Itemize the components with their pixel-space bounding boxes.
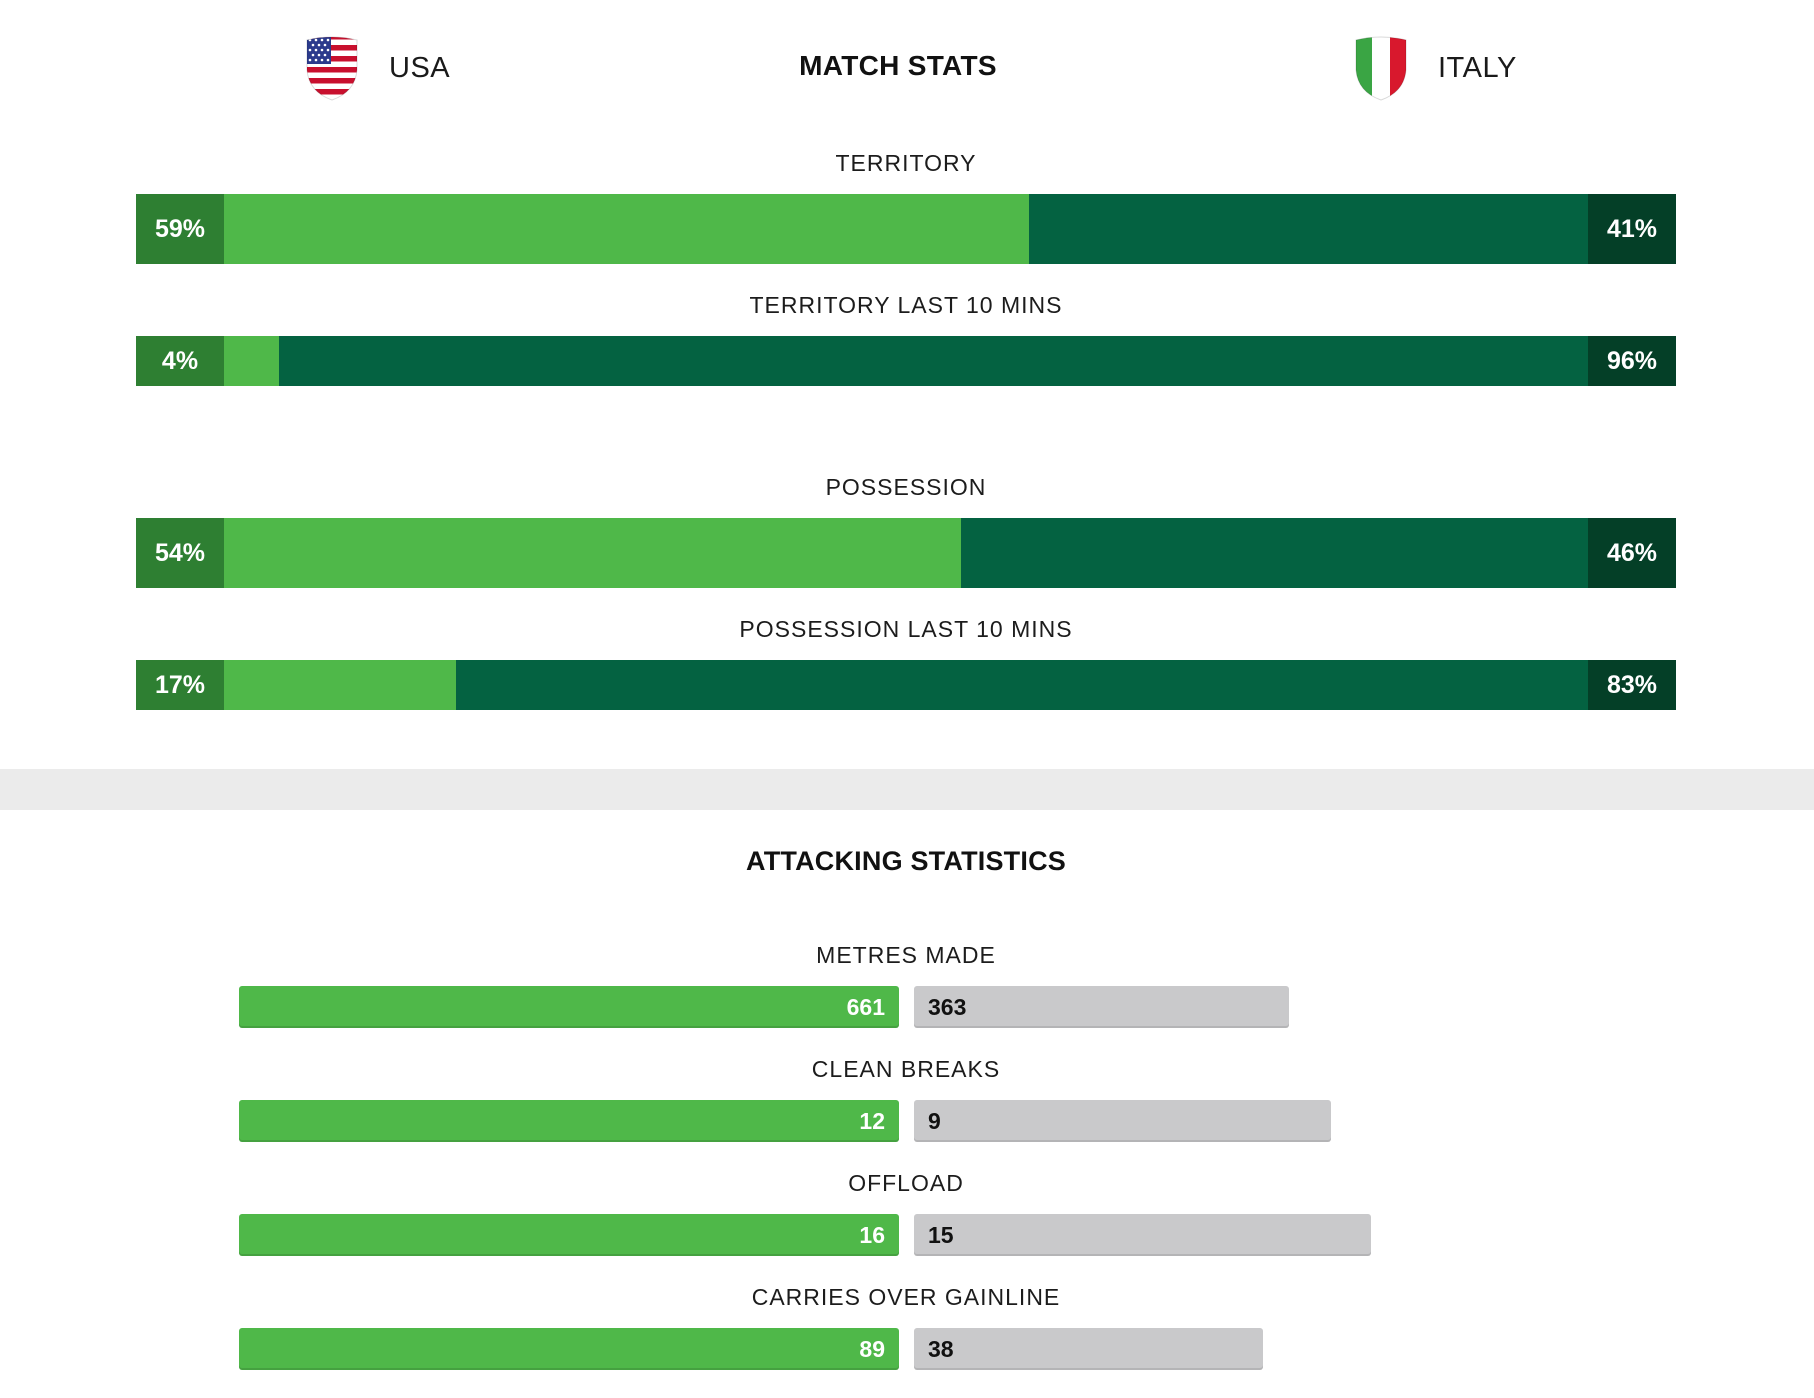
stat-title-carries-over-gainline: CARRIES OVER GAINLINE <box>751 1284 1061 1310</box>
away-value: 38 <box>928 1335 954 1362</box>
stat-title-territory: TERRITORY <box>835 150 977 176</box>
away-percentage: 96% <box>1588 336 1676 386</box>
away-value: 15 <box>928 1221 954 1248</box>
away-fill <box>455 660 1588 710</box>
away-fill <box>1028 194 1588 264</box>
home-attack-bar: 12 <box>239 1100 899 1142</box>
match-header: USA MATCH STATS ITALY <box>0 0 1814 140</box>
away-fill <box>960 518 1588 588</box>
away-team-name: ITALY <box>1438 51 1517 84</box>
home-fill <box>224 336 279 386</box>
home-percentage: 59% <box>136 194 224 264</box>
stat-title-territory-last-10: TERRITORY LAST 10 MINS <box>749 292 1063 318</box>
away-percentage: 41% <box>1588 194 1676 264</box>
away-attack-bar: 15 <box>914 1214 1371 1256</box>
home-fill <box>224 194 1029 264</box>
bar-track <box>224 518 1588 588</box>
away-percentage: 83% <box>1588 660 1676 710</box>
home-attack-bar: 89 <box>239 1328 899 1370</box>
away-attack-bar: 363 <box>914 986 1289 1028</box>
stat-title-clean-breaks: CLEAN BREAKS <box>811 1056 1001 1082</box>
home-fill <box>224 660 456 710</box>
away-fill <box>278 336 1588 386</box>
bar-track <box>224 336 1588 386</box>
bar-track <box>224 194 1588 264</box>
bar-track <box>224 660 1588 710</box>
home-percentage: 54% <box>136 518 224 588</box>
home-team: USA <box>305 34 450 102</box>
home-attack-bar: 16 <box>239 1214 899 1256</box>
page-title: MATCH STATS <box>799 50 997 81</box>
italy-flag-crest-icon <box>1355 36 1407 101</box>
stat-title-offload: OFFLOAD <box>848 1170 964 1196</box>
home-percentage: 4% <box>136 336 224 386</box>
away-attack-bar: 38 <box>914 1328 1263 1370</box>
away-value: 9 <box>928 1107 941 1134</box>
home-fill <box>224 518 961 588</box>
usa-flag-crest-icon <box>306 36 358 101</box>
away-team: ITALY <box>1354 34 1517 102</box>
stat-title-metres-made: METRES MADE <box>816 942 996 968</box>
home-value: 89 <box>859 1335 885 1362</box>
home-value: 12 <box>859 1107 885 1134</box>
away-value: 363 <box>928 993 967 1020</box>
home-value: 16 <box>859 1221 885 1248</box>
stat-title-possession-last-10: POSSESSION LAST 10 MINS <box>739 616 1073 642</box>
away-percentage: 46% <box>1588 518 1676 588</box>
territory-bar: 59% 41% <box>136 194 1676 264</box>
stat-title-possession: POSSESSION <box>825 474 987 500</box>
possession-bar: 54% 46% <box>136 518 1676 588</box>
away-attack-bar: 9 <box>914 1100 1332 1142</box>
home-percentage: 17% <box>136 660 224 710</box>
possession-last-10-bar: 17% 83% <box>136 660 1676 710</box>
attacking-section-title: ATTACKING STATISTICS <box>746 846 1066 876</box>
home-value: 661 <box>846 993 885 1020</box>
home-attack-bar: 661 <box>239 986 899 1028</box>
section-divider <box>0 769 1814 810</box>
territory-last-10-bar: 4% 96% <box>136 336 1676 386</box>
home-team-name: USA <box>389 51 451 84</box>
